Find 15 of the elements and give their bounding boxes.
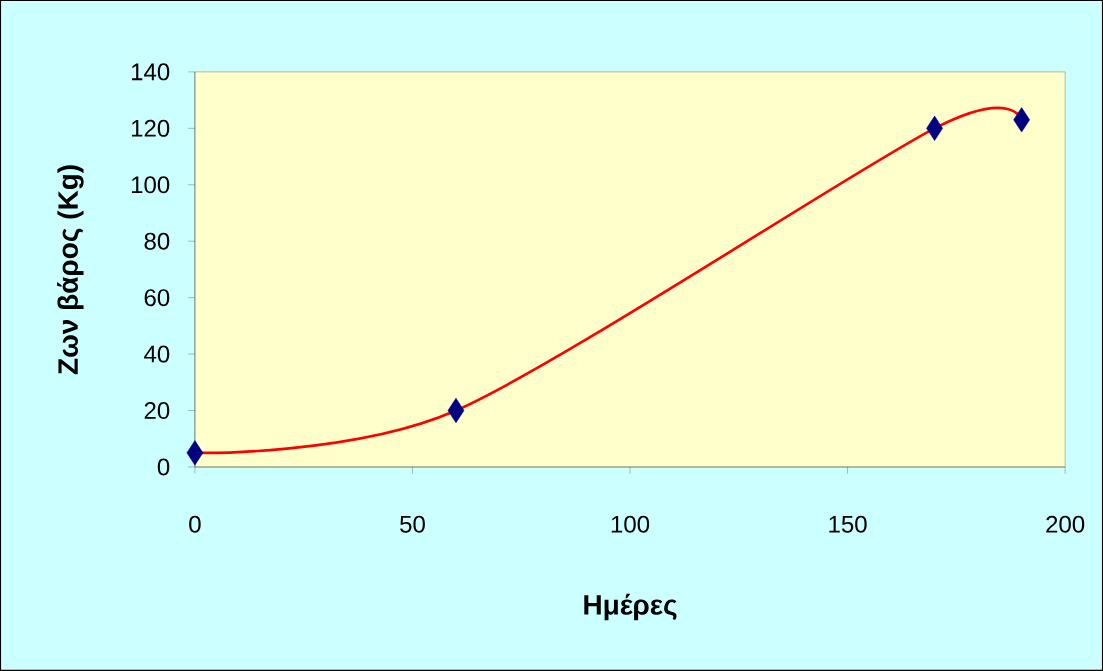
x-tick-label: 100: [611, 515, 650, 533]
y-axis-title: Ζων βάρος (Kg): [57, 165, 84, 375]
y-tick-label: 20: [144, 402, 170, 420]
y-tick-label: 120: [131, 119, 170, 137]
y-tick-label: 40: [144, 345, 170, 363]
y-tick-label: 0: [157, 458, 170, 476]
x-tick-label: 0: [189, 515, 201, 533]
x-axis-title: Ημέρες: [584, 593, 677, 621]
y-tick-label: 60: [144, 289, 170, 307]
x-tick-label: 200: [1046, 515, 1085, 533]
y-tick-label: 80: [144, 232, 170, 250]
y-tick-label: 140: [131, 63, 170, 81]
x-tick-label: 50: [400, 515, 425, 533]
y-tick-label: 100: [131, 176, 170, 194]
x-tick-label: 150: [829, 515, 867, 533]
